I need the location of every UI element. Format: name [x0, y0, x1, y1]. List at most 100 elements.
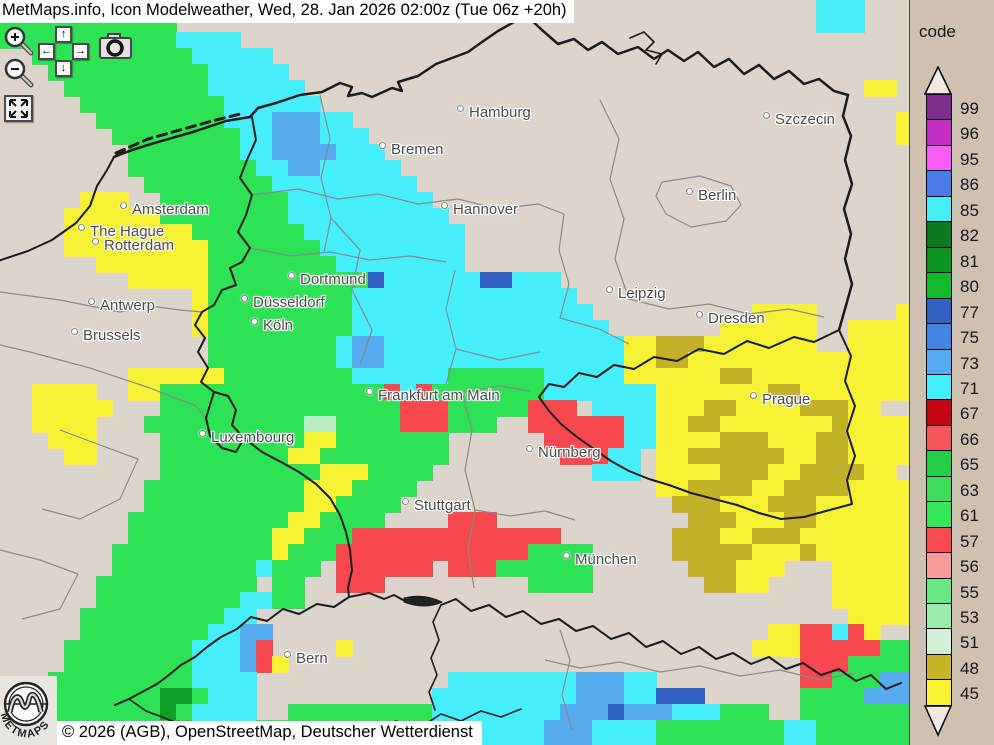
weather-cell	[352, 320, 609, 337]
legend-arrow-up-icon	[924, 66, 953, 95]
weather-cell	[688, 480, 753, 497]
weather-cell	[144, 496, 305, 513]
weather-cell	[816, 448, 849, 465]
weather-cell	[448, 368, 545, 385]
legend-value: 73	[960, 353, 979, 373]
zoom-out-icon[interactable]	[4, 58, 35, 88]
weather-cell	[352, 368, 449, 385]
legend-value: 56	[960, 557, 979, 577]
city-label: Bern	[284, 650, 328, 667]
weather-cell	[800, 528, 910, 545]
legend-title: code	[919, 22, 956, 41]
weather-cell	[336, 576, 385, 593]
city-marker-icon	[379, 142, 386, 149]
weather-cell	[608, 704, 625, 721]
city-marker-icon	[288, 272, 295, 279]
city-name: Berlin	[698, 187, 737, 204]
weather-cell	[528, 416, 625, 433]
weather-cell	[192, 688, 209, 705]
weather-cell	[848, 624, 865, 641]
weather-cell	[800, 464, 865, 481]
weather-cell	[816, 720, 910, 737]
city-marker-icon	[686, 188, 693, 195]
weather-cell	[736, 576, 769, 593]
weather-cell	[768, 464, 801, 481]
weather-cell	[128, 368, 225, 385]
weather-cell	[480, 272, 513, 289]
weather-cell	[128, 272, 209, 289]
weather-cell	[368, 272, 385, 289]
weather-cell	[128, 528, 273, 545]
weather-cell	[160, 448, 289, 465]
pan-left-button[interactable]: ←	[38, 43, 55, 60]
weather-cell	[336, 544, 529, 561]
weather-cell	[96, 592, 241, 609]
city-name: Brussels	[83, 327, 141, 344]
weather-cell	[304, 432, 337, 449]
weather-cell	[400, 400, 449, 417]
weather-cell	[336, 352, 353, 369]
weather-cell	[240, 656, 257, 673]
weather-cell	[816, 544, 910, 561]
legend-value: 86	[960, 175, 979, 195]
city-label: Brussels	[71, 327, 141, 344]
weather-cell	[784, 736, 817, 745]
weather-cell	[848, 400, 881, 417]
camera-snapshot-icon[interactable]	[99, 33, 132, 59]
weather-cell	[848, 448, 910, 465]
city-marker-icon	[251, 318, 258, 325]
weather-cell	[816, 512, 910, 529]
zoom-in-icon[interactable]	[4, 26, 35, 56]
weather-cell	[352, 528, 561, 545]
weather-cell	[848, 336, 910, 353]
city-marker-icon	[241, 295, 248, 302]
city-label: Rotterdam	[92, 237, 174, 254]
weather-cell	[256, 560, 273, 577]
weather-cell	[752, 544, 801, 561]
weather-cell	[800, 384, 910, 401]
weather-cell	[128, 512, 289, 529]
pan-down-button[interactable]: ↓	[55, 60, 72, 77]
legend-swatch	[926, 221, 952, 248]
pan-right-button[interactable]: →	[72, 43, 89, 60]
legend-value: 75	[960, 328, 979, 348]
weather-cell	[384, 336, 625, 353]
weather-cell	[240, 144, 273, 161]
legend-value: 81	[960, 251, 979, 271]
weather-cell	[320, 240, 465, 257]
weather-cell	[192, 640, 241, 657]
weather-map[interactable]: Hamburg Bremen Hannover Berlin Szczecin Amste…	[0, 0, 910, 745]
legend-swatch	[926, 94, 952, 121]
city-name: Prague	[762, 391, 811, 408]
weather-cell	[96, 112, 225, 129]
city-marker-icon	[750, 392, 757, 399]
pan-up-button[interactable]: ↑	[55, 26, 72, 43]
weather-cell	[544, 384, 657, 401]
fullscreen-icon[interactable]	[4, 95, 33, 122]
weather-cell	[224, 608, 257, 625]
legend-value: 51	[960, 633, 979, 653]
weather-cell	[544, 368, 625, 385]
weather-cell	[592, 720, 657, 737]
weather-cell	[656, 480, 689, 497]
city-label: Dortmund	[288, 271, 366, 288]
weather-cell	[304, 496, 337, 513]
weather-cell	[832, 416, 849, 433]
city-label: Hamburg	[457, 104, 531, 121]
city-marker-icon	[457, 105, 464, 112]
weather-cell	[800, 704, 910, 721]
weather-cell	[288, 160, 321, 177]
weather-cell	[272, 544, 289, 561]
weather-cell	[336, 336, 353, 353]
city-label: Antwerp	[88, 297, 155, 314]
weather-cell	[80, 624, 209, 641]
weather-cell	[832, 624, 849, 641]
pan-control: ↑ ← → ↓	[38, 26, 89, 77]
metmaps-logo[interactable]: METMAPS	[0, 676, 57, 745]
legend-swatch	[926, 628, 952, 656]
weather-cell	[336, 144, 385, 161]
weather-cell	[688, 352, 910, 369]
city-label: Düsseldorf	[241, 294, 325, 311]
weather-cell	[224, 96, 321, 113]
legend-swatch	[926, 348, 952, 376]
